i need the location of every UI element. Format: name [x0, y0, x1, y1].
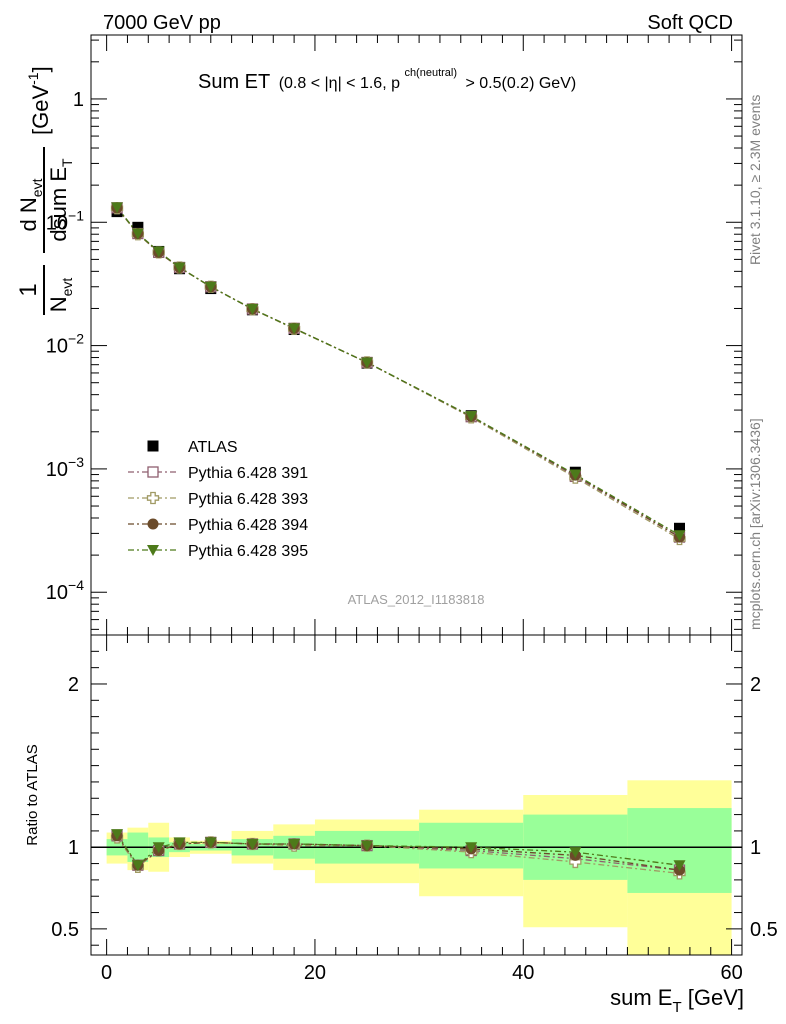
ratio-x-tick-label: 40	[512, 962, 534, 984]
ratio-y-axis: 0.5 0.5 1 1 2 2	[51, 650, 778, 946]
main-series-line	[116, 207, 680, 538]
legend-entry-label: ATLAS	[188, 439, 238, 456]
ratio-x-axis: 0 20 40 60	[101, 635, 743, 984]
ratio-x-tick-label: 20	[304, 962, 326, 984]
main-mc-point	[246, 304, 259, 316]
ratio-mc-point	[465, 842, 478, 854]
plot-title-main: Sum ET	[198, 71, 270, 93]
legend-marker	[146, 491, 160, 505]
ratio-mc-point	[288, 838, 301, 850]
ratio-y-axis-label: Ratio to ATLAS	[24, 744, 41, 845]
ratio-mc-point	[204, 837, 217, 849]
ratio-y-tick-label: 1	[750, 837, 761, 859]
ratio-y-tick-label: 0.5	[51, 919, 79, 941]
ratio-mc-point	[152, 842, 165, 854]
svg-text:d Nevt: d Nevt	[16, 178, 45, 231]
ratio-stat-band	[627, 808, 732, 893]
main-series-line	[116, 207, 680, 538]
main-data-layer	[110, 202, 686, 546]
main-series-line	[116, 207, 680, 540]
ratio-plot: 0.5 0.5 1 1 2 2 0 20 40 60 Ratio to ATLAS sum ET…	[24, 634, 778, 1016]
main-mc-point	[111, 202, 124, 214]
main-y-axis: 110−110−210−310−4	[46, 39, 742, 630]
ratio-x-tick-label: 60	[720, 962, 742, 984]
main-mc-point	[569, 469, 582, 481]
ratio-mc-point	[361, 840, 374, 852]
legend-entry-label: Pythia 6.428 394	[188, 517, 308, 534]
ratio-y-tick-label: 0.5	[750, 919, 778, 941]
header-left: 7000 GeV pp	[103, 12, 221, 34]
ratio-x-tick-label: 0	[101, 962, 112, 984]
ratio-mc-point	[173, 837, 186, 849]
main-y-tick-label: 1	[73, 89, 84, 111]
svg-text:Nevt: Nevt	[46, 278, 75, 313]
ratio-plot-frame	[90, 634, 743, 956]
ratio-y-tick-label: 2	[750, 674, 761, 696]
plot-title-cuts: (0.8 < |η| < 1.6, p	[279, 75, 400, 92]
legend-marker	[147, 466, 159, 478]
plot-title-superscript: ch(neutral)	[404, 67, 457, 79]
x-axis-label: sum ET [GeV]	[610, 985, 744, 1016]
ratio-mc-point	[569, 847, 582, 859]
legend-marker	[147, 440, 159, 452]
header-right: Soft QCD	[647, 12, 733, 34]
svg-text:1: 1	[15, 283, 42, 296]
ratio-mc-point	[111, 829, 124, 841]
main-mc-point	[673, 530, 686, 542]
main-mc-point	[465, 411, 478, 423]
legend-entry-label: Pythia 6.428 395	[188, 543, 308, 560]
main-x-axis-ticks	[106, 35, 733, 635]
ratio-data-layer	[110, 829, 686, 880]
main-data-point	[132, 221, 144, 233]
main-mc-point	[131, 228, 144, 240]
main-y-tick-label: 10−4	[46, 577, 84, 604]
plot-title: Sum ET (0.8 < |η| < 1.6, p ch(neutral) >…	[198, 63, 576, 93]
legend-marker	[147, 545, 159, 556]
legend: ATLAS Pythia 6.428 391 Pythia 6.428 393 Pyt…	[128, 439, 308, 560]
main-mc-point	[288, 323, 301, 335]
rivet-label: Rivet 3.1.10, ≥ 2.3M events	[747, 95, 763, 265]
mcplots-label: mcplots.cern.ch [arXiv:1306.3436]	[747, 418, 763, 630]
svg-text:dsum ET: dsum ET	[46, 158, 75, 242]
main-series-line	[116, 206, 680, 536]
ratio-uncertainty-bands	[106, 780, 732, 955]
plot-title-cuts-end: > 0.5(0.2) GeV)	[465, 75, 576, 92]
ratio-y-tick-label: 2	[68, 674, 79, 696]
legend-entry-label: Pythia 6.428 391	[188, 465, 308, 482]
ratio-y-tick-label: 1	[68, 837, 79, 859]
ratio-mc-point	[131, 860, 144, 872]
main-mc-point	[152, 246, 165, 258]
watermark: ATLAS_2012_I1183818	[348, 592, 485, 607]
svg-text:[GeV-1]: [GeV-1]	[25, 66, 53, 135]
legend-entry-label: Pythia 6.428 393	[188, 491, 308, 508]
main-mc-point	[361, 357, 374, 369]
main-y-tick-label: 10−2	[46, 331, 84, 358]
main-y-axis-label: 1 Nevt d Nevt dsum ET [GeV-1]	[15, 66, 75, 315]
main-mc-point	[173, 262, 186, 274]
legend-marker	[147, 518, 159, 530]
main-data-point	[674, 522, 686, 534]
main-plot: 110−110−210−310−4 Sum ET (0.8 < |η| < 1.…	[15, 34, 743, 636]
ratio-mc-point	[673, 860, 686, 872]
main-mc-point	[204, 281, 217, 293]
ratio-mc-point	[246, 838, 259, 850]
main-y-tick-label: 10−3	[46, 454, 84, 481]
